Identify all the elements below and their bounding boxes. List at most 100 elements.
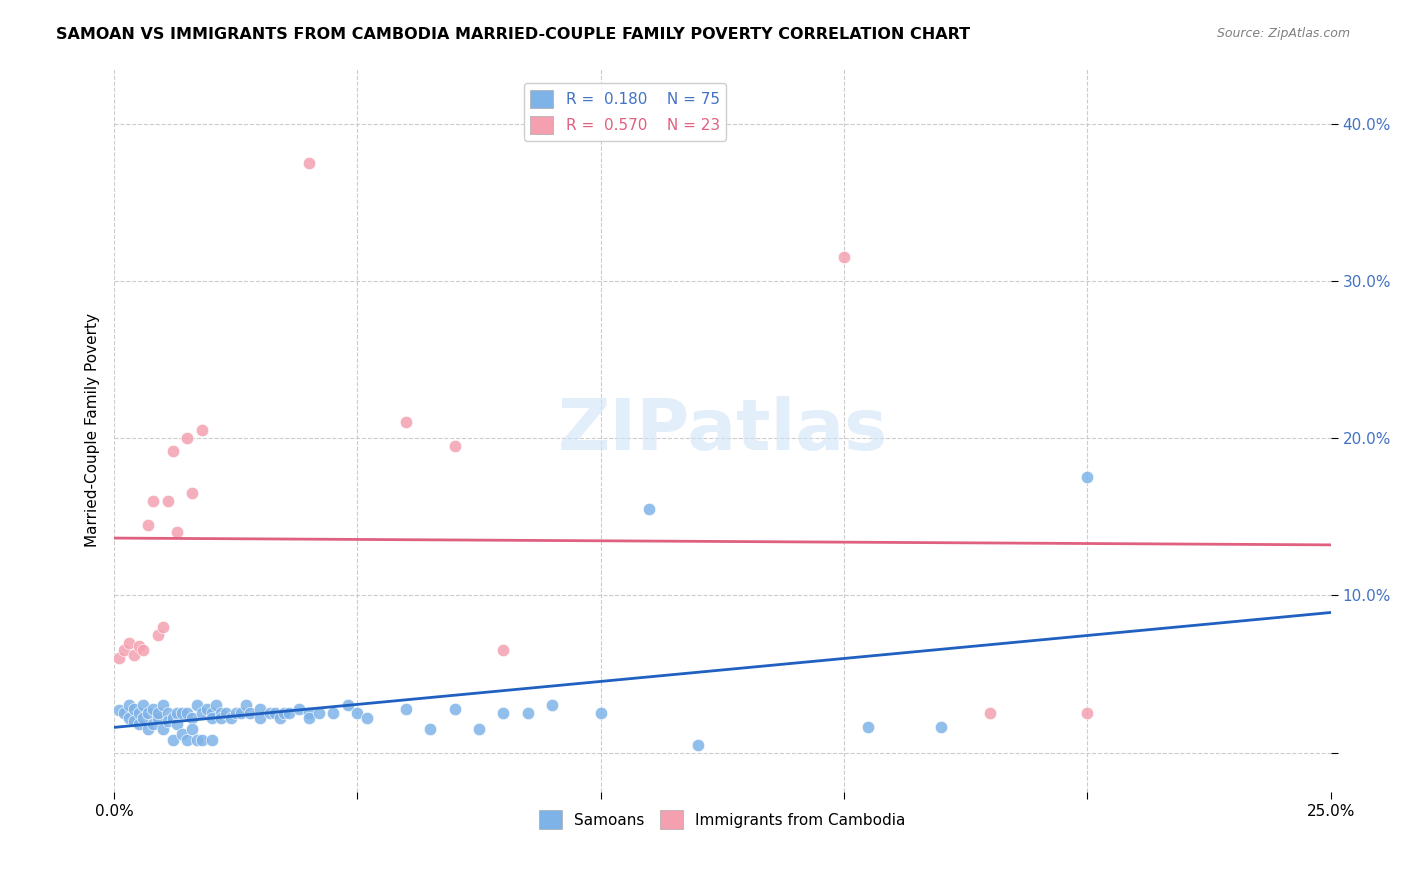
- Point: [156, 494, 179, 508]
- Point: [181, 722, 204, 736]
- Point: [858, 721, 880, 735]
- Point: [278, 706, 301, 721]
- Point: [269, 711, 291, 725]
- Point: [356, 711, 378, 725]
- Point: [419, 722, 441, 736]
- Point: [209, 706, 232, 721]
- Point: [468, 722, 491, 736]
- Point: [186, 698, 208, 713]
- Point: [152, 620, 174, 634]
- Point: [191, 706, 214, 721]
- Point: [443, 439, 465, 453]
- Point: [219, 711, 242, 725]
- Point: [541, 698, 564, 713]
- Text: Source: ZipAtlas.com: Source: ZipAtlas.com: [1216, 27, 1350, 40]
- Point: [263, 706, 285, 721]
- Point: [298, 711, 321, 725]
- Text: SAMOAN VS IMMIGRANTS FROM CAMBODIA MARRIED-COUPLE FAMILY POVERTY CORRELATION CHA: SAMOAN VS IMMIGRANTS FROM CAMBODIA MARRI…: [56, 27, 970, 42]
- Point: [118, 698, 141, 713]
- Point: [200, 733, 222, 747]
- Point: [166, 717, 188, 731]
- Point: [128, 639, 150, 653]
- Point: [191, 733, 214, 747]
- Point: [146, 706, 169, 721]
- Point: [1076, 470, 1098, 484]
- Point: [181, 711, 204, 725]
- Point: [443, 701, 465, 715]
- Point: [589, 706, 612, 721]
- Point: [516, 706, 538, 721]
- Point: [166, 525, 188, 540]
- Point: [128, 706, 150, 721]
- Point: [122, 701, 145, 715]
- Point: [112, 706, 135, 721]
- Point: [152, 722, 174, 736]
- Point: [288, 701, 311, 715]
- Point: [395, 416, 418, 430]
- Point: [200, 711, 222, 725]
- Point: [162, 733, 184, 747]
- Point: [172, 727, 194, 741]
- Point: [249, 701, 271, 715]
- Point: [122, 648, 145, 662]
- Point: [142, 701, 165, 715]
- Point: [122, 714, 145, 729]
- Point: [249, 711, 271, 725]
- Point: [979, 706, 1001, 721]
- Legend: Samoans, Immigrants from Cambodia: Samoans, Immigrants from Cambodia: [533, 804, 911, 835]
- Y-axis label: Married-Couple Family Poverty: Married-Couple Family Poverty: [86, 313, 100, 547]
- Point: [832, 250, 855, 264]
- Point: [118, 635, 141, 649]
- Point: [132, 711, 155, 725]
- Point: [298, 156, 321, 170]
- Point: [273, 706, 295, 721]
- Point: [225, 706, 247, 721]
- Point: [108, 703, 131, 717]
- Point: [239, 706, 262, 721]
- Point: [688, 738, 710, 752]
- Point: [181, 486, 204, 500]
- Point: [209, 711, 232, 725]
- Point: [136, 517, 159, 532]
- Point: [492, 706, 515, 721]
- Point: [146, 628, 169, 642]
- Text: ZIPatlas: ZIPatlas: [557, 396, 887, 465]
- Point: [235, 698, 257, 713]
- Point: [200, 706, 222, 721]
- Point: [146, 711, 169, 725]
- Point: [176, 431, 198, 445]
- Point: [136, 706, 159, 721]
- Point: [1076, 706, 1098, 721]
- Point: [128, 717, 150, 731]
- Point: [176, 706, 198, 721]
- Point: [108, 651, 131, 665]
- Point: [112, 643, 135, 657]
- Point: [492, 643, 515, 657]
- Point: [142, 717, 165, 731]
- Point: [136, 722, 159, 736]
- Point: [162, 443, 184, 458]
- Point: [308, 706, 330, 721]
- Point: [162, 711, 184, 725]
- Point: [195, 701, 218, 715]
- Point: [322, 706, 344, 721]
- Point: [142, 494, 165, 508]
- Point: [132, 643, 155, 657]
- Point: [132, 698, 155, 713]
- Point: [205, 698, 228, 713]
- Point: [118, 711, 141, 725]
- Point: [215, 706, 238, 721]
- Point: [638, 501, 661, 516]
- Point: [191, 423, 214, 437]
- Point: [298, 706, 321, 721]
- Point: [229, 706, 252, 721]
- Point: [176, 733, 198, 747]
- Point: [346, 706, 368, 721]
- Point: [931, 721, 953, 735]
- Point: [259, 706, 281, 721]
- Point: [172, 706, 194, 721]
- Point: [156, 706, 179, 721]
- Point: [166, 706, 188, 721]
- Point: [152, 698, 174, 713]
- Point: [395, 701, 418, 715]
